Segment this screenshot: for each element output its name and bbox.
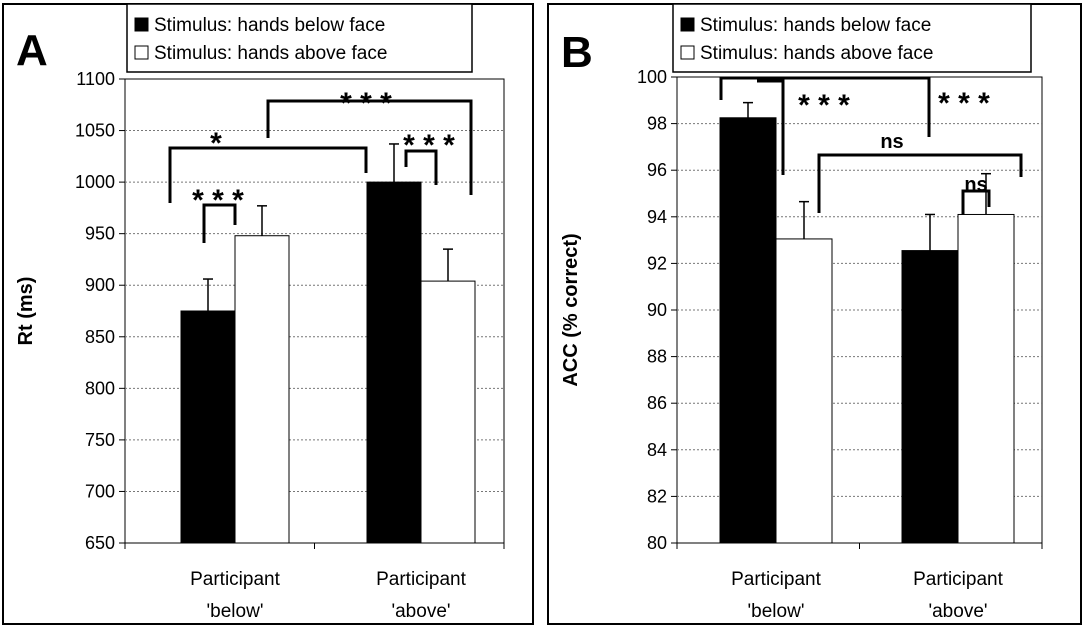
significance-label: *: [210, 127, 222, 160]
y-tick-label: 1100: [76, 69, 115, 89]
legend-label: Stimulus: hands below face: [154, 15, 385, 36]
significance-bracket: [266, 99, 473, 195]
panel-letter: A: [16, 26, 48, 75]
significance-label: * * *: [938, 87, 990, 120]
y-tick-label: 88: [647, 347, 667, 367]
y-tick-label: 90: [647, 300, 667, 320]
x-category-label: Participant'above': [376, 569, 466, 622]
legend-box: [672, 3, 1032, 73]
significance-bracket: [202, 203, 237, 243]
significance-bracket: [719, 76, 931, 137]
y-tick-label: 1050: [75, 121, 115, 141]
legend-label: Stimulus: hands above face: [700, 43, 933, 64]
y-tick-label: 98: [647, 114, 667, 134]
x-category-label: Participant'below': [190, 569, 280, 622]
y-tick-label: 82: [647, 486, 667, 506]
y-tick-label: 92: [647, 253, 667, 273]
y-tick-label: 650: [85, 533, 115, 553]
significance-label: ns: [964, 174, 987, 196]
y-tick-label: 100: [637, 67, 667, 87]
y-axis-label: Rt (ms): [15, 277, 37, 346]
x-category-label: Participant'above': [913, 569, 1003, 622]
significance-label: * * *: [340, 87, 392, 120]
chart-a-svg: 650 700 750 800 850 900 950 1000 1050 1100 Rt (ms)…: [15, 3, 505, 622]
y-tick-label: 750: [85, 430, 115, 450]
y-tick-label: 700: [85, 481, 115, 501]
chart-b-svg: 80 82 84 86 88 90 92 94 96 98 100 ACC (% correct) Pa…: [560, 3, 1043, 622]
panel-a: 650 700 750 800 850 900 950 1000 1050 1100 Rt (ms)…: [2, 3, 534, 625]
y-tick-label: 84: [647, 440, 667, 460]
significance-bracket: [168, 146, 368, 203]
y-tick-label: 850: [85, 327, 115, 347]
significance-bracket: [817, 153, 1023, 213]
y-tick-label: 1000: [75, 172, 115, 192]
legend-swatch: [680, 45, 695, 60]
bar-above-face: [775, 238, 833, 544]
significance-label: * * *: [798, 89, 850, 122]
significance-label: ns: [880, 131, 903, 153]
legend-label: Stimulus: hands below face: [700, 15, 931, 36]
y-tick-label: 86: [647, 393, 667, 413]
bar-below-face: [180, 310, 236, 544]
significance-label: * * *: [403, 129, 455, 162]
y-axis-label: ACC (% correct): [560, 233, 582, 386]
legend-swatch: [134, 17, 149, 32]
bar-below-face: [719, 117, 777, 544]
bar-above-face: [234, 235, 290, 544]
panel-b: 80 82 84 86 88 90 92 94 96 98 100 ACC (% correct) Pa…: [547, 3, 1082, 625]
bar-above-face: [420, 280, 476, 544]
y-tick-label: 94: [647, 207, 667, 227]
bar-below-face: [901, 250, 959, 544]
bar-below-face: [366, 181, 422, 544]
panel-letter: B: [561, 28, 593, 77]
legend-label: Stimulus: hands above face: [154, 43, 387, 64]
y-tick-label: 950: [85, 224, 115, 244]
y-tick-label: 800: [85, 378, 115, 398]
significance-label: * * *: [192, 184, 244, 217]
significance-bracket: [961, 189, 991, 215]
significance-bracket: [757, 79, 785, 175]
legend-swatch: [134, 45, 149, 60]
y-tick-label: 80: [647, 533, 667, 553]
x-category-label: Participant'below': [731, 569, 821, 622]
bar-above-face: [957, 213, 1015, 544]
significance-bracket: [404, 149, 438, 185]
legend-swatch: [680, 17, 695, 32]
y-tick-label: 96: [647, 160, 667, 180]
legend-box: [126, 3, 473, 73]
y-tick-label: 900: [85, 275, 115, 295]
